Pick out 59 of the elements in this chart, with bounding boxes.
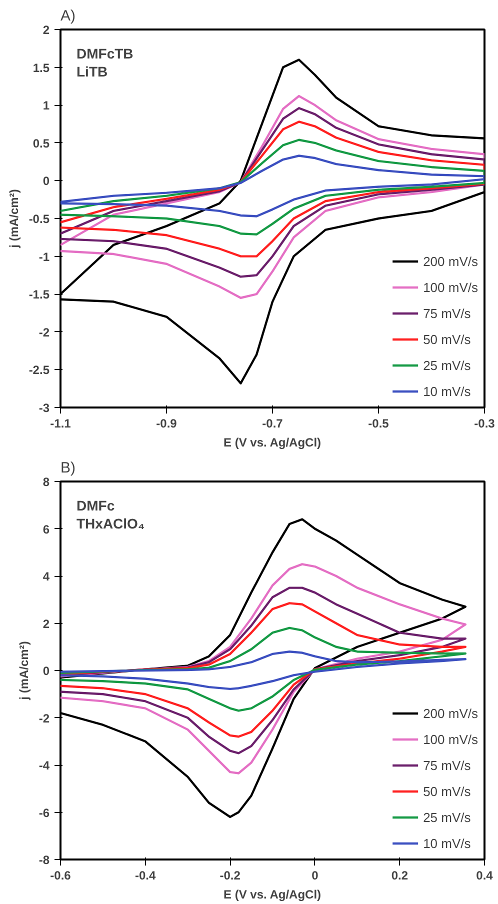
y-axis-title: j (mA/cm²) [16, 641, 31, 701]
x-tick-label: -0.7 [262, 416, 284, 430]
line-series [60, 154, 484, 218]
legend-label: 75 mV/s [423, 758, 471, 772]
y-tick-label: 0 [42, 664, 50, 678]
x-tick-label: -0.4 [134, 868, 156, 882]
legend-label: 75 mV/s [423, 306, 471, 320]
legend-label: 10 mV/s [423, 384, 471, 398]
x-tick-label: 0 [312, 868, 319, 882]
annotation: DMFcTB [76, 46, 134, 62]
y-tick-label: -0.5 [28, 212, 50, 226]
legend-label: 200 mV/s [423, 706, 478, 720]
x-tick-label: -0.3 [474, 416, 496, 430]
y-tick-label: 2 [42, 616, 50, 631]
x-tick-label: 0.2 [391, 868, 408, 882]
annotation: LiTB [76, 64, 108, 80]
line-series [60, 107, 484, 278]
legend-label: 50 mV/s [423, 784, 471, 798]
y-tick-label: -2 [38, 325, 50, 340]
y-tick-label: -3 [38, 401, 50, 415]
x-axis-title: E (V vs. Ag/AgCl) [223, 436, 322, 450]
y-tick-label: -2 [38, 711, 50, 726]
x-tick-label: 0.4 [476, 868, 494, 882]
x-axis-title: E (V vs. Ag/AgCl) [223, 888, 322, 902]
line-series [60, 650, 467, 690]
annotation: DMFc [76, 498, 115, 514]
y-tick-label: -1 [38, 250, 50, 264]
line-series [60, 138, 484, 236]
legend-label: 50 mV/s [423, 332, 471, 346]
y-tick-label: 8 [42, 475, 50, 489]
y-axis-title: j (mA/cm²) [6, 189, 21, 249]
x-tick-label: -0.6 [50, 868, 72, 882]
y-tick-label: -6 [38, 806, 50, 820]
y-tick-label: 4 [42, 570, 50, 584]
legend-label: 25 mV/s [423, 358, 471, 372]
legend-label: 25 mV/s [423, 810, 471, 824]
y-tick-label: 1.5 [32, 60, 50, 75]
y-tick-label: 1 [42, 98, 50, 113]
x-tick-label: -0.5 [368, 416, 390, 430]
legend-label: 100 mV/s [423, 732, 478, 746]
y-tick-label: 2 [42, 23, 50, 37]
line-series [60, 120, 484, 258]
y-tick-label: 6 [42, 522, 50, 536]
annotation: THxAClO₄ [76, 516, 145, 532]
y-tick-label: -1.5 [28, 288, 50, 302]
y-tick-label: -4 [38, 758, 50, 772]
x-tick-label: -0.2 [220, 868, 241, 882]
x-tick-label: -0.9 [156, 416, 178, 430]
chart-title: B) [60, 460, 76, 476]
y-tick-label: -2.5 [28, 363, 50, 378]
chart-title: A) [60, 8, 76, 24]
y-tick-label: 0 [42, 174, 50, 188]
legend-label: 200 mV/s [423, 254, 478, 268]
legend-label: 100 mV/s [423, 280, 478, 294]
line-series [60, 94, 484, 299]
x-tick-label: -1.1 [50, 416, 72, 430]
y-tick-label: 0.5 [32, 136, 50, 150]
legend-label: 10 mV/s [423, 836, 471, 850]
y-tick-label: -8 [38, 853, 50, 867]
